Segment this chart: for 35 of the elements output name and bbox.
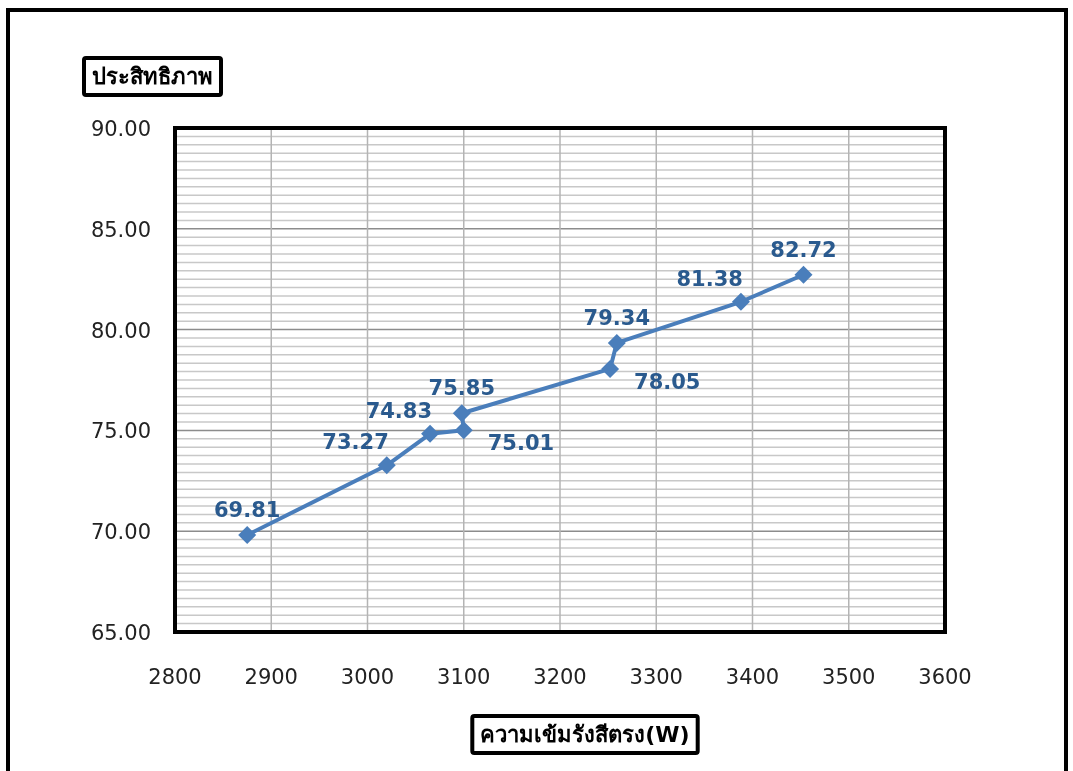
x-tick-label: 2800 [148,665,202,689]
x-tick-label: 3300 [629,665,683,689]
y-tick-label: 85.00 [90,217,151,242]
data-label: 74.83 [365,398,433,423]
point [454,421,473,440]
y-tick-label: 70.00 [90,520,151,545]
x-axis-title: ความเข้มรังสีตรง(W) [480,722,690,747]
data-label: 75.85 [428,376,496,401]
x-tick-label: 3500 [822,665,876,689]
x-tick-label: 2900 [244,665,298,689]
y-axis-title: ประสิทธิภาพ [92,64,213,89]
y-tick-label: 65.00 [90,621,151,645]
y-tick-label: 80.00 [90,318,151,343]
data-label: 82.72 [770,237,837,262]
data-label: 69.81 [213,498,281,523]
point [794,265,813,284]
data-label: 73.27 [322,430,389,455]
y-tick-label: 90.00 [90,117,151,141]
point [377,456,396,475]
data-label: 81.38 [676,266,743,291]
point [238,526,257,545]
x-tick-label: 3200 [533,665,587,689]
y-tick-label: 75.00 [90,419,151,444]
x-tick-label: 3100 [437,665,491,689]
x-tick-label: 3000 [340,665,395,689]
data-label: 79.34 [583,305,651,330]
point [607,333,626,352]
x-tick-label: 3400 [725,665,780,689]
point [731,292,750,311]
data-label: 78.05 [634,369,701,394]
point [452,404,471,423]
point [601,359,620,378]
data-label: 75.01 [487,431,555,456]
x-tick-label: 3600 [918,665,972,689]
point [421,424,440,443]
